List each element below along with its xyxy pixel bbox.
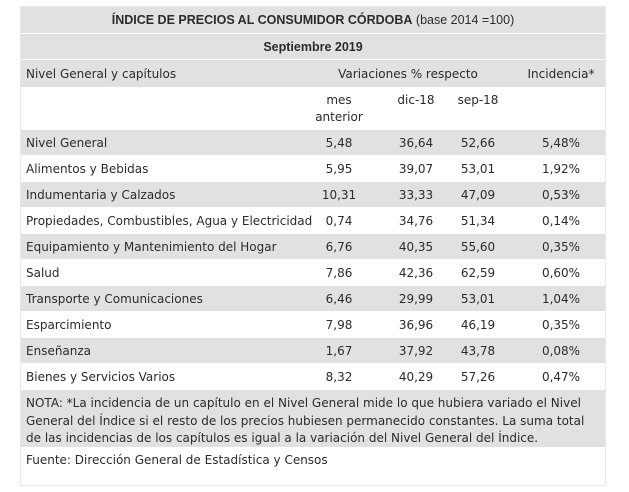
row-month-variation: 10,31	[321, 188, 357, 202]
table-row: Indumentaria y Calzados 10,31 33,33 47,09 0,…	[20, 182, 606, 208]
header-variations: Variaciones % respecto	[338, 67, 478, 81]
row-dec-variation: 29,99	[398, 292, 434, 306]
row-incidence: 0,35%	[541, 318, 581, 332]
subheader-month-line1: mes	[326, 93, 352, 107]
table-row: Salud 7,86 42,36 62,59 0,60%	[20, 260, 606, 286]
header-row: Nivel General y capítulos Variaciones % …	[20, 60, 606, 88]
row-incidence: 0,60%	[541, 266, 581, 280]
row-incidence: 1,92%	[541, 162, 581, 176]
row-name: Esparcimiento	[26, 318, 112, 332]
table-row: Enseñanza 1,67 37,92 43,78 0,08%	[20, 338, 606, 364]
row-sep-variation: 57,26	[460, 370, 496, 384]
row-name: Enseñanza	[26, 344, 92, 358]
row-name: Nivel General	[26, 136, 108, 150]
row-sep-variation: 46,19	[460, 318, 496, 332]
row-dec-variation: 34,76	[398, 214, 434, 228]
header-name: Nivel General y capítulos	[26, 67, 177, 81]
row-dec-variation: 39,07	[398, 162, 434, 176]
row-month-variation: 0,74	[325, 214, 353, 228]
row-sep-variation: 55,60	[460, 240, 496, 254]
row-sep-variation: 52,66	[460, 136, 496, 150]
table-note: NOTA: *La incidencia de un capítulo en e…	[20, 390, 606, 448]
row-dec-variation: 42,36	[398, 266, 434, 280]
period-label: Septiembre 2019	[20, 34, 606, 60]
table-title-base: (base 2014 =100)	[412, 13, 515, 27]
row-month-variation: 5,95	[325, 162, 353, 176]
subheader-row: mes anterior dic-18 sep-18	[20, 88, 606, 130]
row-sep-variation: 53,01	[460, 162, 496, 176]
table-row: Transporte y Comunicaciones 6,46 29,99 53,0…	[20, 286, 606, 312]
row-dec-variation: 40,35	[398, 240, 434, 254]
table-row: Bienes y Servicios Varios 8,32 40,29 57,26 0…	[20, 364, 606, 390]
row-month-variation: 7,98	[325, 318, 353, 332]
column-divider	[306, 88, 307, 129]
table-row: Esparcimiento 7,98 36,96 46,19 0,35%	[20, 312, 606, 338]
header-incidence: Incidencia*	[527, 67, 595, 81]
row-sep-variation: 47,09	[460, 188, 496, 202]
row-dec-variation: 33,33	[398, 188, 434, 202]
row-month-variation: 6,76	[325, 240, 353, 254]
row-name: Salud	[26, 266, 60, 280]
row-sep-variation: 53,01	[460, 292, 496, 306]
table-title-bold: ÍNDICE DE PRECIOS AL CONSUMIDOR CÓRDOBA	[111, 13, 413, 27]
row-incidence: 0,47%	[541, 370, 581, 384]
row-incidence: 0,53%	[541, 188, 581, 202]
row-sep-variation: 43,78	[460, 344, 496, 358]
row-incidence: 5,48%	[541, 136, 581, 150]
row-month-variation: 8,32	[325, 370, 353, 384]
table-row: Nivel General 5,48 36,64 52,66 5,48%	[20, 130, 606, 156]
row-month-variation: 7,86	[325, 266, 353, 280]
row-sep-variation: 51,34	[460, 214, 496, 228]
table-source: Fuente: Dirección General de Estadística…	[20, 448, 606, 474]
row-name: Indumentaria y Calzados	[26, 188, 176, 202]
row-month-variation: 5,48	[325, 136, 353, 150]
row-name: Bienes y Servicios Varios	[26, 370, 176, 384]
table-title: ÍNDICE DE PRECIOS AL CONSUMIDOR CÓRDOBA …	[20, 6, 606, 34]
row-incidence: 0,35%	[541, 240, 581, 254]
row-name: Propiedades, Combustibles, Agua y Electr…	[26, 214, 313, 228]
row-incidence: 0,14%	[541, 214, 581, 228]
row-incidence: 0,08%	[541, 344, 581, 358]
subheader-dec: dic-18	[397, 93, 435, 107]
row-dec-variation: 36,96	[398, 318, 434, 332]
row-dec-variation: 36,64	[398, 136, 434, 150]
subheader-month-line2: anterior	[315, 110, 363, 124]
row-incidence: 1,04%	[541, 292, 581, 306]
subheader-sep: sep-18	[457, 93, 499, 107]
table-row: Equipamiento y Mantenimiento del Hogar 6,…	[20, 234, 606, 260]
table-row: Propiedades, Combustibles, Agua y Electr…	[20, 208, 606, 234]
ipc-table: ÍNDICE DE PRECIOS AL CONSUMIDOR CÓRDOBA …	[20, 6, 606, 474]
row-month-variation: 1,67	[325, 344, 353, 358]
subheader-month: mes anterior	[306, 92, 372, 126]
row-month-variation: 6,46	[325, 292, 353, 306]
row-name: Transporte y Comunicaciones	[26, 292, 203, 306]
table-row: Alimentos y Bebidas 5,95 39,07 53,01 1,92%	[20, 156, 606, 182]
row-dec-variation: 37,92	[398, 344, 434, 358]
row-name: Alimentos y Bebidas	[26, 162, 149, 176]
row-dec-variation: 40,29	[398, 370, 434, 384]
table-body: Nivel General 5,48 36,64 52,66 5,48% Alimento…	[20, 130, 606, 390]
row-name: Equipamiento y Mantenimiento del Hogar	[26, 240, 277, 254]
row-sep-variation: 62,59	[460, 266, 496, 280]
